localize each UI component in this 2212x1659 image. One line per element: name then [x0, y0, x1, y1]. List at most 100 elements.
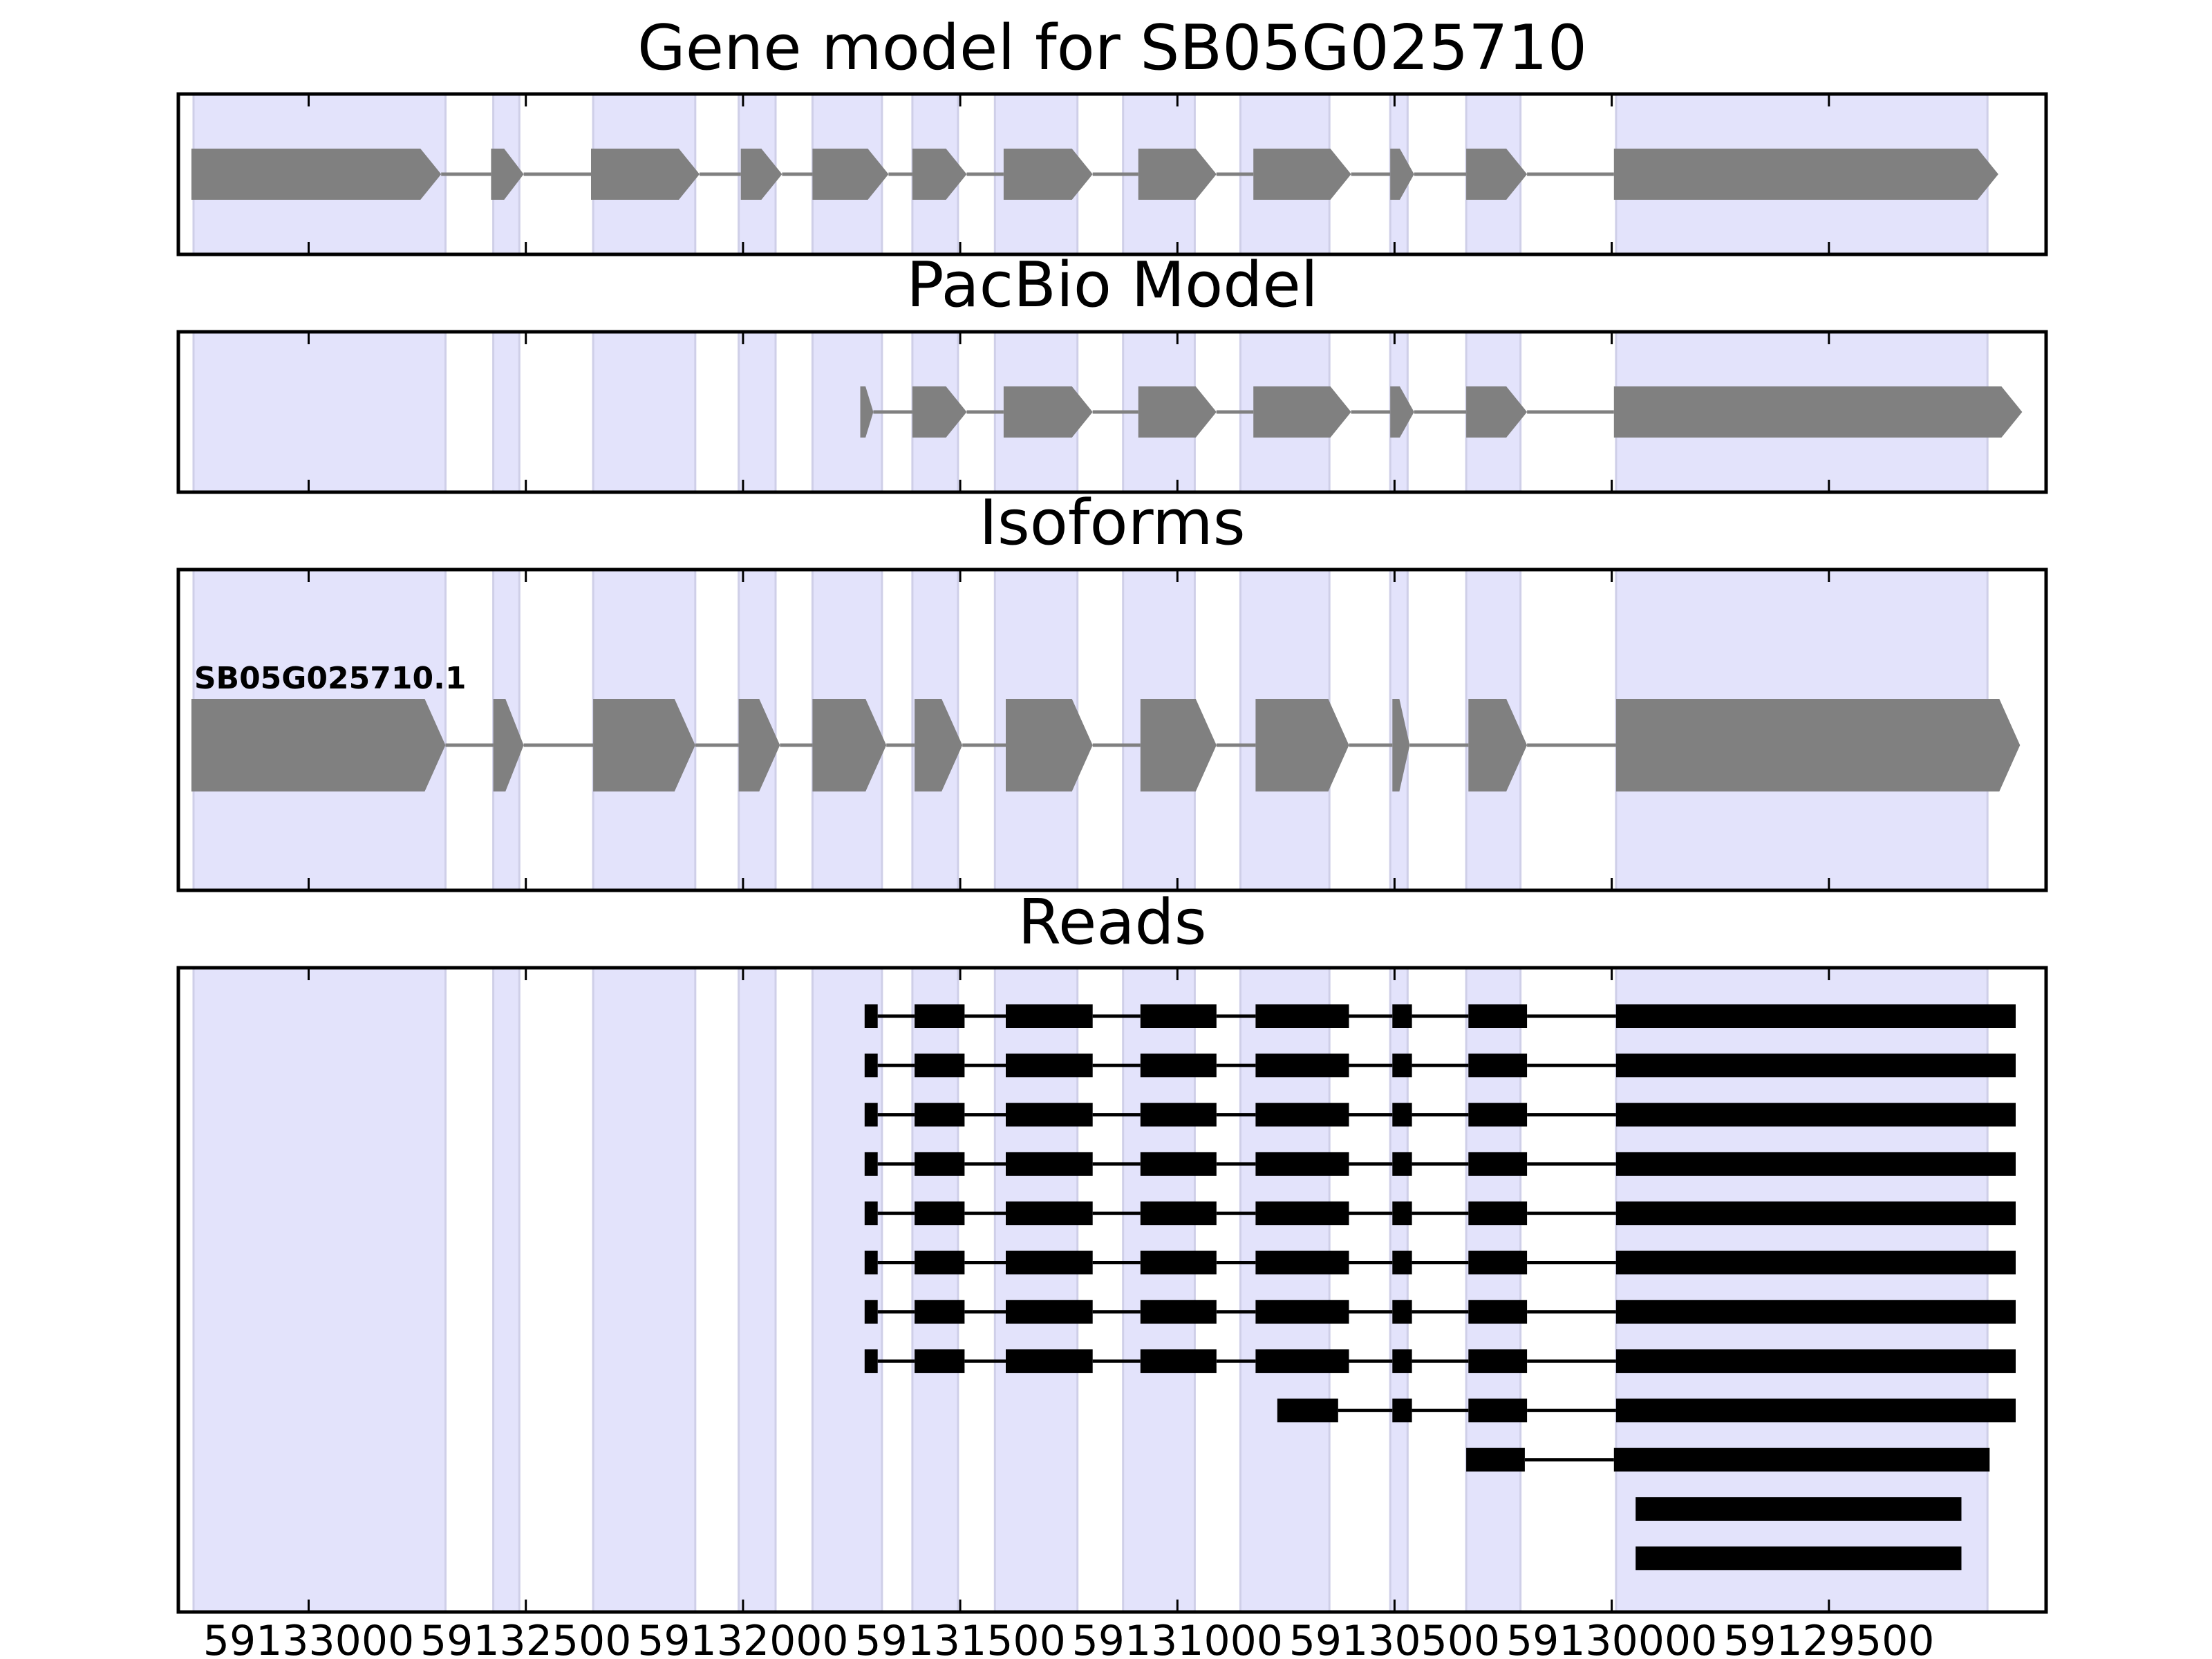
read-block [1255, 1152, 1349, 1176]
exon-arrow [915, 699, 963, 791]
exon-shade-band [192, 330, 447, 494]
read-block [915, 1103, 965, 1127]
panel-title: Gene model for SB05G025710 [637, 12, 1587, 84]
read-block [1468, 1053, 1528, 1078]
read-block [1255, 1300, 1349, 1324]
read-block [864, 1004, 878, 1028]
read-block [1635, 1546, 1962, 1571]
panel-1: Gene model for SB05G025710 [176, 12, 2048, 256]
read-block [1468, 1201, 1528, 1226]
exon-arrow [491, 149, 524, 200]
read-block [915, 1300, 965, 1324]
gene-model: SB05G025710.1 [191, 661, 2021, 791]
read-block [915, 1201, 965, 1226]
read-block [1615, 1004, 2016, 1028]
read-block [1140, 1201, 1217, 1226]
exon-arrow [1253, 386, 1351, 438]
exon-arrow [1390, 149, 1414, 200]
read-block [1255, 1250, 1349, 1275]
read-row [1635, 1546, 1962, 1571]
read-block [1255, 1349, 1349, 1374]
read-block [915, 1250, 965, 1275]
read-block [1392, 1152, 1412, 1176]
reads [864, 1004, 2016, 1571]
exon-arrow [1466, 386, 1528, 438]
read-block [1468, 1152, 1528, 1176]
x-axis-labels: 59133000 59132500 59132000 59131500 59131000… [203, 1617, 1935, 1659]
read-row [864, 1201, 2016, 1226]
panel-2: PacBio Model [176, 249, 2048, 494]
exon-arrow [1613, 386, 2023, 438]
exon-arrow [860, 386, 874, 438]
read-block [1006, 1201, 1093, 1226]
read-block [864, 1250, 878, 1275]
read-block [1255, 1103, 1349, 1127]
x-tick-label: 59133000 [203, 1617, 414, 1659]
read-block [864, 1103, 878, 1127]
read-block [1635, 1497, 1962, 1521]
axes-frame [176, 330, 2048, 494]
exon-arrow [1003, 386, 1093, 438]
read-block [1140, 1004, 1217, 1028]
read-block [1140, 1349, 1217, 1374]
x-tick-label: 59130500 [1289, 1617, 1500, 1659]
read-block [1468, 1250, 1528, 1275]
read-block [1006, 1004, 1093, 1028]
axes-frame [176, 92, 2048, 256]
read-block [1255, 1201, 1349, 1226]
read-block [915, 1349, 965, 1374]
read-block [1615, 1250, 2016, 1275]
gene-model [191, 149, 1998, 200]
read-block [1468, 1103, 1528, 1127]
exon-arrow [740, 149, 782, 200]
read-block [1615, 1053, 2016, 1078]
read-block [1392, 1201, 1412, 1226]
exon-arrow [1390, 386, 1414, 438]
read-block [1006, 1300, 1093, 1324]
read-block [1006, 1152, 1093, 1176]
read-block [1615, 1103, 2016, 1127]
read-block [1392, 1053, 1412, 1078]
read-block [1468, 1398, 1528, 1423]
read-block [864, 1300, 878, 1324]
read-block [1392, 1004, 1412, 1028]
read-block [1006, 1250, 1093, 1275]
exon-arrow [1138, 149, 1217, 200]
read-block [1140, 1300, 1217, 1324]
read-block [915, 1004, 965, 1028]
read-row [864, 1349, 2016, 1374]
exon-arrow [912, 386, 967, 438]
exon-arrow [191, 699, 446, 791]
read-row [1466, 1447, 1990, 1472]
read-block [1006, 1349, 1093, 1374]
read-row [864, 1250, 2016, 1275]
exon-arrow [1468, 699, 1528, 791]
read-block [1392, 1250, 1412, 1275]
read-block [1006, 1053, 1093, 1078]
read-block [864, 1053, 878, 1078]
read-block [1392, 1349, 1412, 1374]
panel-3: Isoforms SB05G025710.1 [176, 487, 2048, 892]
read-block [1468, 1300, 1528, 1324]
read-block [915, 1152, 965, 1176]
read-row [864, 1103, 2016, 1127]
read-block [1140, 1103, 1217, 1127]
read-block [864, 1349, 878, 1374]
read-block [1277, 1398, 1338, 1423]
exon-arrow [1392, 699, 1410, 791]
exon-shade-band [492, 966, 521, 1613]
exon-arrow [1003, 149, 1093, 200]
exon-shade-band [592, 330, 697, 494]
read-row [864, 1004, 2016, 1028]
exon-arrow [912, 149, 967, 200]
read-block [1615, 1201, 2016, 1226]
exon-arrow [1615, 699, 2021, 791]
read-row [1635, 1497, 1962, 1521]
axes-frame [176, 966, 2048, 1614]
exon-shade-band [738, 330, 777, 494]
read-block [1392, 1398, 1412, 1423]
x-tick-label: 59132500 [420, 1617, 631, 1659]
exon-arrow [493, 699, 524, 791]
isoform-label: SB05G025710.1 [194, 661, 467, 696]
exon-arrow [591, 149, 700, 200]
